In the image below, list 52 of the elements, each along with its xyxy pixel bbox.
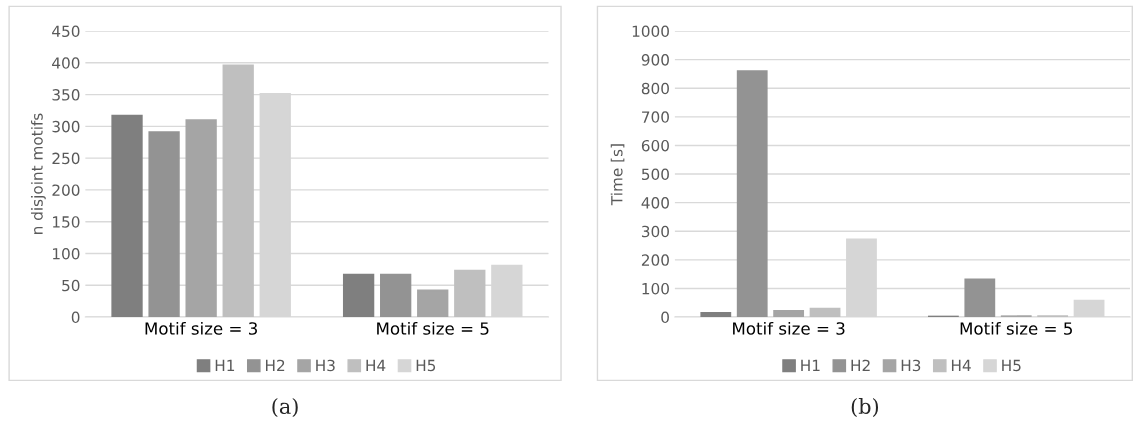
y-tick-label: 200 [52,184,80,196]
y-axis-title: Time [s] [610,144,625,206]
y-tick-label: 300 [52,120,80,133]
bar [148,131,180,318]
y-tick-label: 800 [641,82,669,95]
y-tick-label: 50 [62,279,80,292]
bar [342,273,375,318]
legend-label: H1 [801,359,820,372]
text: (a) [272,397,298,417]
bar [417,289,449,318]
legend-label: H5 [416,359,436,372]
legend-label: H3 [901,359,921,372]
y-tick-label: 250 [52,152,80,165]
bar [454,269,486,318]
legend-label: H3 [316,359,335,372]
x-tick-label: Motif size = 3 [145,321,257,335]
bar [111,114,143,318]
bar [222,64,254,318]
legend-label: H1 [215,359,235,372]
legend-label: H2 [851,359,870,372]
x-tick-label: Motif size = 5 [377,321,489,335]
y-tick-label: 150 [53,216,80,228]
text: (b) [851,397,879,417]
y-tick-label: 600 [641,139,669,152]
legend-label: H2 [265,359,285,372]
y-tick-label: 400 [641,197,669,209]
y-tick-label: 0 [661,311,669,324]
bar [185,119,217,318]
y-tick-label: 1000 [632,25,669,38]
bar [809,307,841,318]
y-tick-label: 0 [71,311,80,324]
bar [773,309,805,318]
y-tick-label: 450 [52,25,80,38]
y-tick-label: 200 [641,254,669,266]
y-tick-label: 100 [642,282,669,295]
legend-label: H4 [951,359,971,372]
y-axis-title: n disjoint motifs [30,113,46,234]
y-tick-label: 100 [53,247,80,260]
bar [964,278,996,318]
bar [380,273,412,318]
y-tick-label: 700 [642,111,669,123]
legend-label: H4 [366,359,386,372]
bar [700,311,732,318]
bar [736,70,768,318]
y-tick-label: 500 [641,168,669,181]
legend-label: H5 [1002,359,1021,372]
y-tick-label: 300 [641,225,669,238]
y-tick-label: 400 [52,57,80,69]
x-tick-label: Motif size = 5 [960,321,1072,335]
x-tick-label: Motif size = 3 [733,321,845,335]
y-tick-label: 900 [641,54,669,66]
y-tick-label: 350 [52,89,80,101]
